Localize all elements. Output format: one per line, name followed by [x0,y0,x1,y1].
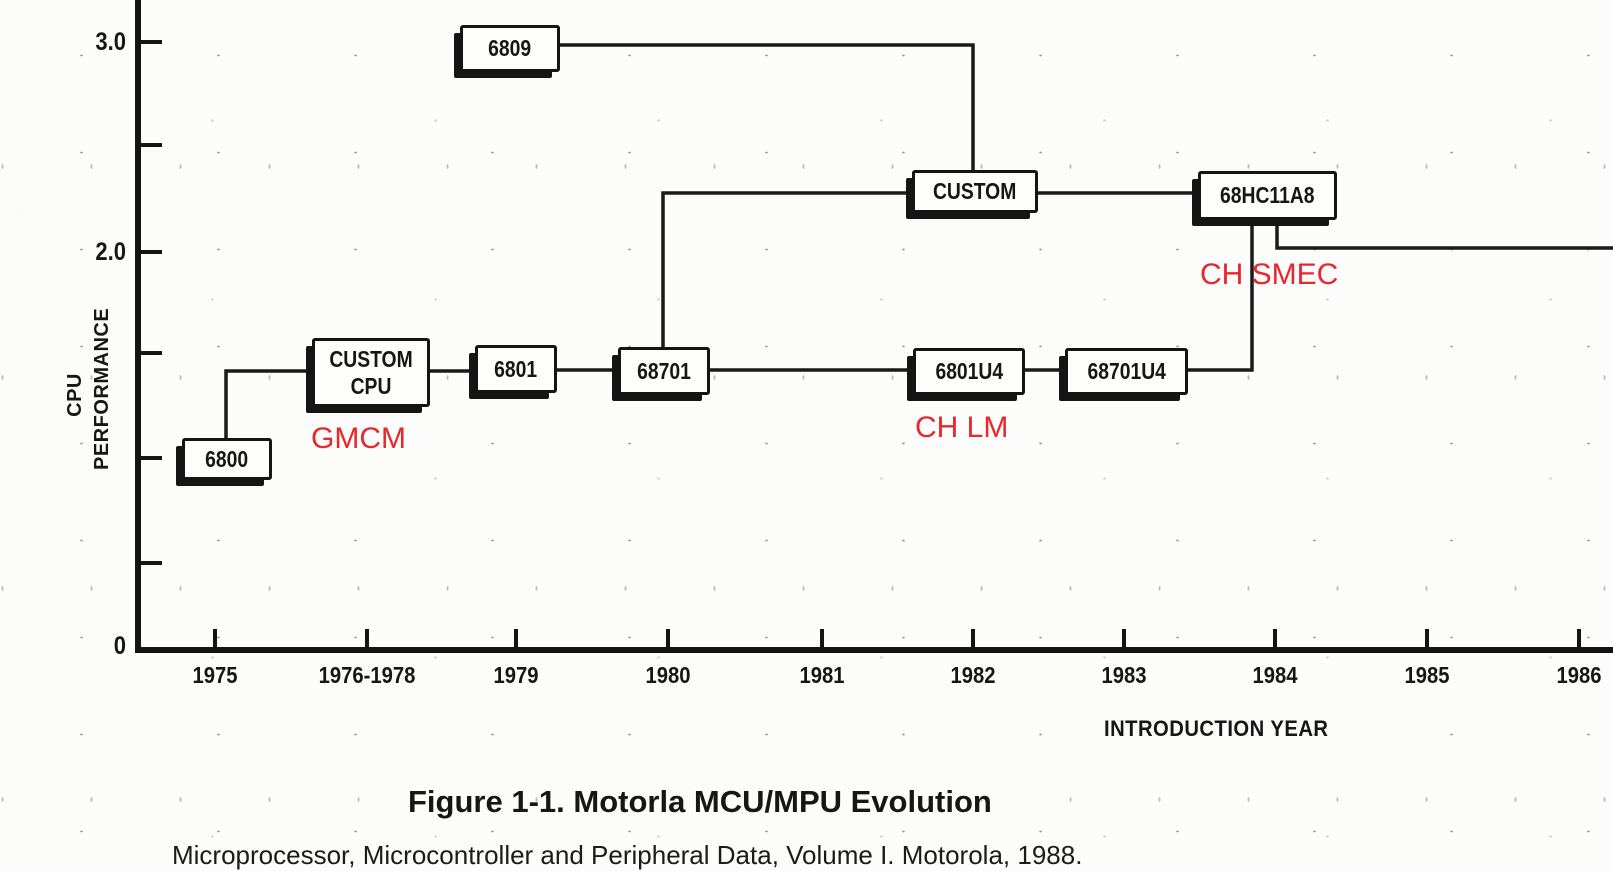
x-tick-label-1979: 1979 [493,662,539,688]
x-tick-label-1984: 1984 [1252,662,1298,688]
node-68701: 68701 [618,347,710,395]
x-tick-label-1975: 1975 [192,662,238,688]
node-68hc11a8-label: 68HC11A8 [1220,182,1315,208]
node-6801u4: 6801U4 [913,348,1025,395]
figure-caption: Figure 1-1. Motorla MCU/MPU Evolution [408,784,992,819]
y-axis-ticks [138,40,162,565]
figure-attribution: Microprocessor, Microcontroller and Peri… [172,840,1083,870]
node-68701u4-label: 68701U4 [1087,358,1166,384]
node-custom-label: CUSTOM [933,178,1017,204]
annotation-ch-smec: CH SMEC [1200,258,1339,291]
node-6809-label: 6809 [488,35,532,61]
edge-68701u4-to-68hc11a8 [1188,220,1254,372]
y-tick-label-2.0: 2.0 [95,238,126,266]
x-tick-label-1982: 1982 [950,662,996,688]
node-6801u4-label: 6801U4 [935,358,1003,384]
x-tick-label-1983: 1983 [1101,662,1147,688]
x-tick-label-1980: 1980 [645,662,691,688]
edge-68701-to-custom [661,191,912,347]
y-tick-label-0: 0 [113,632,126,660]
edge-6800-to-custom-cpu [224,369,312,438]
node-68701u4: 68701U4 [1065,348,1188,395]
node-6801-label: 6801 [494,355,538,382]
annotation-ch-lm: CH LM [915,411,1009,444]
y-tick-label-3.0: 3.0 [95,28,126,56]
x-axis-ticks [213,629,1581,650]
node-68hc11a8: 68HC11A8 [1198,171,1337,220]
y-axis-title: CPU PERFORMANCE [64,307,113,470]
node-custom: CUSTOM [912,170,1038,213]
node-custom-cpu-label: CUSTOM CPU [329,345,413,399]
x-tick-label-1976-1978: 1976-1978 [318,662,416,688]
x-tick-label-1981: 1981 [799,662,845,688]
node-68701-label: 68701 [637,357,691,384]
node-custom-cpu: CUSTOM CPU [312,338,430,407]
node-6800-label: 6800 [205,445,249,472]
annotation-gmcm: GMCM [311,422,406,455]
node-6800: 6800 [182,438,272,480]
node-6801: 6801 [475,345,557,393]
x-tick-label-1985: 1985 [1404,662,1450,688]
edge-68hc11a8-continues-right [1275,220,1613,250]
edge-6809-to-custom [560,43,975,170]
x-axis-title: INTRODUCTION YEAR [1104,716,1329,741]
node-6809: 6809 [460,25,560,72]
x-tick-label-1986: 1986 [1556,662,1602,688]
